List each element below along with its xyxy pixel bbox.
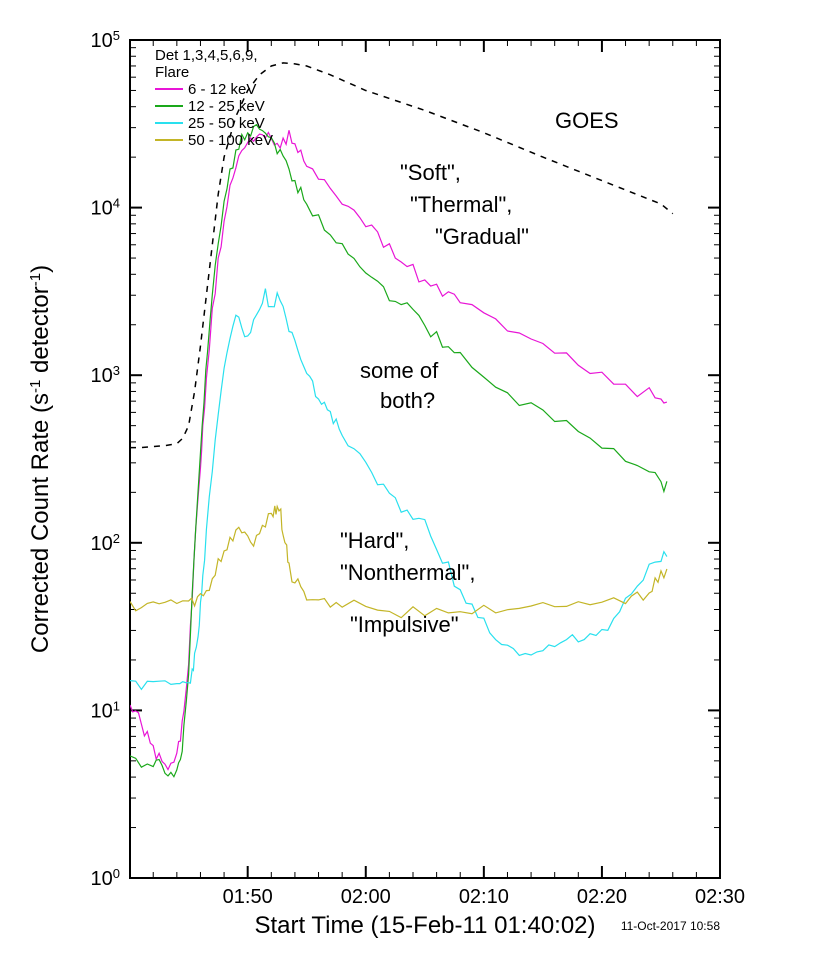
x-tick-label: 02:00 [341,886,391,908]
legend-label: 6 - 12 keV [188,81,256,98]
lightcurve-chart: 100 101 102 103 104 105 01:50 02:00 02:10 02:20 02… [0,0,820,957]
annotation: some of [360,358,439,383]
chart-svg: 100 101 102 103 104 105 01:50 02:00 02:10 02:20 02… [0,0,820,957]
y-tick-label: 101 [91,698,120,723]
annotation: "Impulsive" [350,612,459,637]
y-tick-label: 104 [91,195,120,220]
annotation: "Gradual" [435,224,529,249]
y-tick-label: 100 [91,866,120,891]
x-tick-label: 02:30 [695,886,745,908]
y-axis-label: Corrected Count Rate (s-1 detector-1) [27,265,55,653]
annotation: "Hard", [340,528,409,553]
x-tick-label: 01:50 [223,886,273,908]
annotation: "Thermal", [410,192,512,217]
legend-label: 50 - 100 keV [188,132,273,149]
annotation: "Soft", [400,160,461,185]
y-tick-label: 103 [91,363,120,388]
legend-title: Flare [155,64,189,81]
x-tick-label: 02:20 [577,886,627,908]
x-axis-label: Start Time (15-Feb-11 01:40:02) [254,912,595,939]
annotation: "Nonthermal", [340,560,475,585]
x-tick-label: 02:10 [459,886,509,908]
legend-label: 25 - 50 keV [188,115,265,132]
annotation: both? [380,388,435,413]
footer-timestamp: 11-Oct-2017 10:58 [621,919,721,933]
series-6-12keV [130,130,667,769]
series-12-25keV [130,125,667,777]
legend-label: 12 - 25 keV [188,98,265,115]
y-tick-label: 102 [91,530,120,555]
annotation: GOES [555,108,619,133]
y-tick-label: 105 [91,28,120,53]
legend-title: Det 1,3,4,5,6,9, [155,47,258,64]
